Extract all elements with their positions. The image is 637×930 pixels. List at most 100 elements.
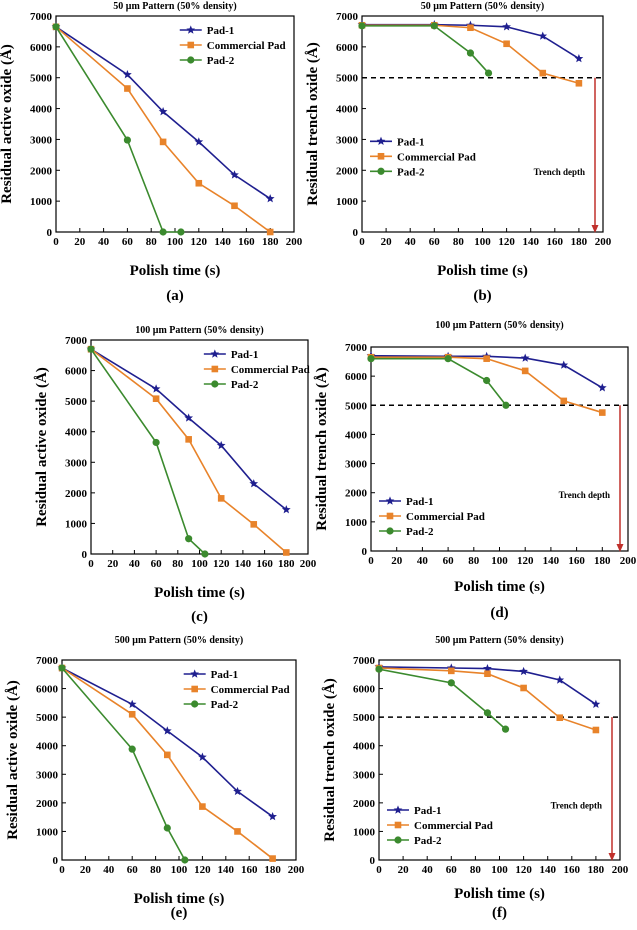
chart-title: 50 μm Pattern (50% density) (421, 1, 544, 12)
data-point (249, 479, 259, 488)
x-tick-label: 40 (417, 555, 429, 567)
y-tick-label: 5000 (345, 400, 368, 412)
data-point (158, 107, 168, 116)
data-point (152, 395, 160, 402)
legend-label: Pad-2 (231, 379, 259, 391)
x-tick-label: 120 (194, 864, 211, 876)
x-tick-label: 60 (443, 555, 455, 567)
x-tick-label: 0 (53, 236, 59, 248)
x-tick-label: 200 (288, 864, 305, 876)
x-tick-label: 20 (391, 555, 403, 567)
x-tick-label: 180 (264, 864, 281, 876)
data-point (539, 69, 547, 77)
x-tick-label: 80 (146, 236, 158, 248)
y-tick-label: 4000 (353, 741, 376, 753)
x-tick-label: 0 (368, 555, 374, 567)
data-point (269, 855, 276, 862)
chart-panel-2: 50 μm Pattern (50% density) 0 20 40 60 80 100 1… (305, 1, 612, 304)
data-point (597, 383, 607, 392)
data-point (467, 24, 474, 32)
x-tick-label: 100 (191, 558, 208, 570)
x-tick-label: 80 (470, 864, 482, 876)
x-axis-label: Polish time (s) (154, 585, 245, 601)
x-tick-label: 20 (74, 236, 86, 248)
data-point (127, 699, 137, 709)
x-tick-label: 140 (543, 555, 560, 567)
legend-label: Pad-1 (231, 349, 259, 361)
x-tick-label: 60 (151, 558, 163, 570)
data-point (592, 726, 600, 734)
data-point (128, 745, 136, 753)
x-tick-label: 40 (405, 236, 417, 248)
data-point (163, 824, 171, 832)
data-point (520, 353, 530, 362)
series-line-1 (61, 667, 274, 818)
x-tick-label: 140 (235, 558, 252, 570)
x-tick-label: 40 (103, 864, 115, 876)
data-point (177, 228, 185, 236)
legend-marker (386, 527, 394, 535)
x-tick-label: 60 (429, 236, 441, 248)
y-tick-label: 3000 (65, 457, 88, 469)
y-tick-label: 2000 (336, 165, 359, 177)
legend-marker (385, 496, 395, 505)
data-point (152, 438, 160, 447)
y-tick-label: 1000 (65, 518, 88, 530)
chart-panel-6: 500 μm Pattern (50% density) 0 20 40 60 80 100… (322, 635, 629, 921)
data-point (520, 684, 527, 692)
series-line-3 (371, 357, 507, 406)
data-point (503, 40, 510, 48)
data-point (162, 726, 172, 735)
y-tick-label: 7000 (65, 335, 88, 347)
data-point (201, 550, 209, 558)
data-point (447, 679, 455, 687)
x-tick-label: 100 (474, 236, 491, 248)
data-point (502, 22, 511, 31)
legend-marker (190, 669, 200, 678)
y-tick-label: 7000 (30, 11, 53, 23)
data-point (124, 85, 131, 92)
y-tick-label: 6000 (336, 42, 359, 54)
data-point (231, 202, 238, 210)
x-tick-label: 180 (588, 864, 605, 876)
legend-marker (386, 512, 394, 520)
legend-label: Pad-1 (406, 496, 434, 508)
y-tick-label: 1000 (30, 196, 53, 208)
chart-title: 500 μm Pattern (50% density) (435, 635, 563, 646)
x-tick-label: 20 (381, 236, 393, 248)
x-tick-label: 140 (522, 236, 539, 248)
data-point (575, 79, 583, 87)
x-axis-label: Polish time (s) (134, 891, 225, 907)
legend-marker (376, 136, 386, 145)
x-axis-label: Polish time (s) (454, 579, 545, 595)
legend-label: Commercial Pad (397, 151, 476, 163)
legend-marker (210, 349, 220, 358)
x-tick-label: 160 (256, 558, 273, 570)
y-tick-label: 3000 (345, 459, 368, 471)
data-point (519, 666, 528, 676)
x-tick-label: 100 (491, 555, 508, 567)
panel-label: (f) (492, 905, 507, 921)
data-point (483, 355, 490, 362)
series-line-1 (378, 666, 597, 705)
trench-depth-arrow-head (608, 853, 616, 861)
series-line-1 (370, 354, 603, 389)
x-tick-label: 160 (238, 236, 255, 248)
y-tick-label: 4000 (30, 104, 53, 116)
y-tick-label: 0 (362, 546, 368, 558)
y-tick-label: 5000 (36, 712, 59, 724)
y-tick-label: 5000 (353, 712, 376, 724)
data-point (367, 355, 375, 363)
data-point (591, 699, 601, 709)
data-point (58, 664, 66, 672)
series-line-2 (55, 26, 271, 233)
x-tick-label: 200 (620, 555, 637, 567)
panel-label: (c) (191, 609, 208, 625)
x-tick-label: 20 (398, 864, 410, 876)
series-line-3 (90, 348, 206, 555)
y-tick-label: 3000 (30, 134, 53, 146)
chart-title: 100 μm Pattern (50% density) (435, 320, 563, 331)
legend-label: Pad-1 (207, 25, 235, 37)
y-axis-label: Residual active oxide (Å) (34, 367, 50, 527)
x-tick-label: 200 (300, 558, 317, 570)
